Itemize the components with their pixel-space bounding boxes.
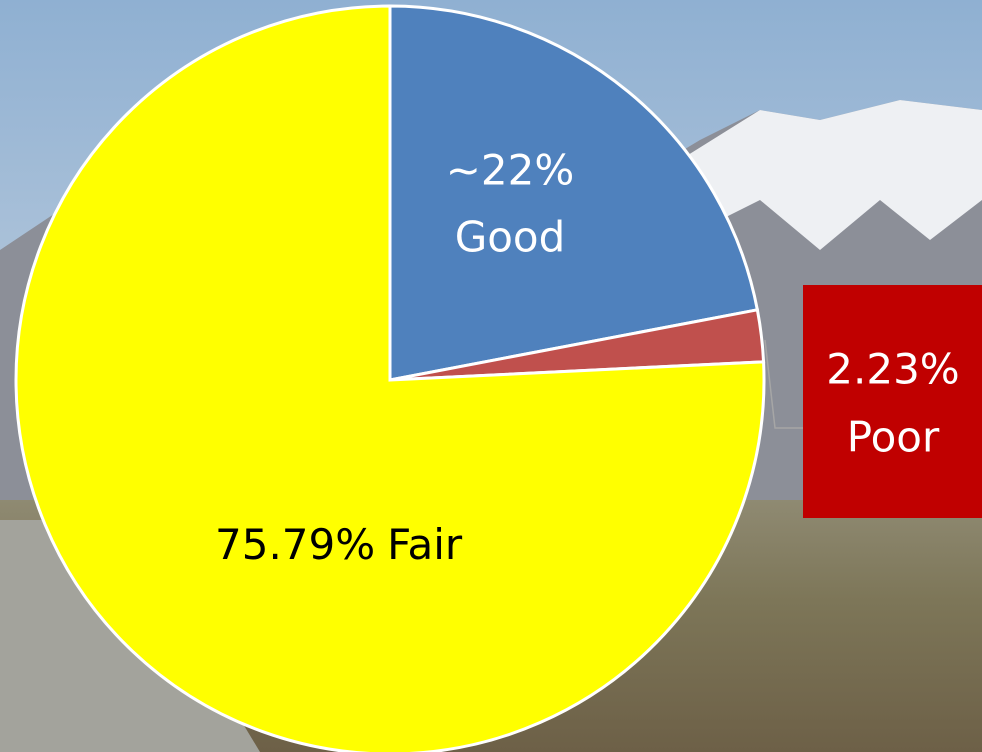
leader-line <box>764 339 803 429</box>
category-label: Good <box>455 213 566 262</box>
data-label: 2.23% <box>826 345 959 394</box>
data-label: ~22% <box>446 146 575 195</box>
data-label-value: 75.79% <box>215 520 375 569</box>
data-label: 75.79% Fair <box>215 520 463 569</box>
label-box <box>803 285 982 518</box>
pie-slice <box>388 4 760 382</box>
category-label: Fair <box>387 520 463 569</box>
pie-slice <box>14 4 766 752</box>
category-label: Poor <box>847 413 940 462</box>
